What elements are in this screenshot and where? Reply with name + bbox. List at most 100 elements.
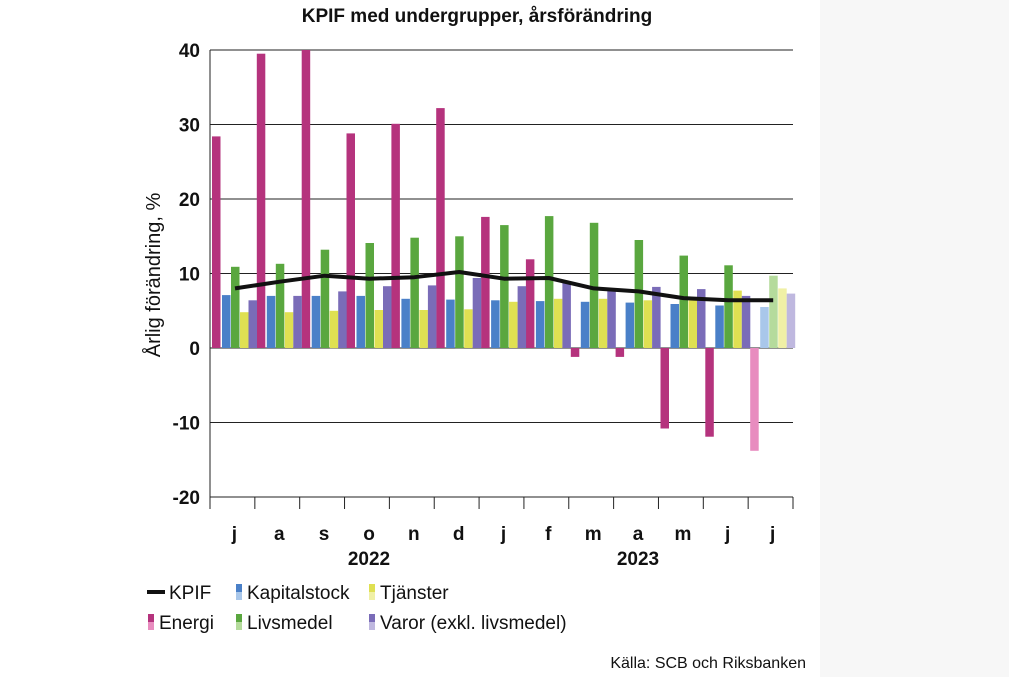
kpif-line-group — [234, 270, 774, 303]
bar-kapitalstock — [625, 302, 635, 348]
legend-label-kapitalstock: Kapitalstock — [247, 583, 350, 604]
y-tick-label: 0 — [189, 339, 200, 360]
x-tick-label: d — [453, 524, 465, 545]
bar-varor-exkl-livsmedel — [338, 291, 347, 348]
bar-livsmedel — [724, 265, 733, 348]
legend-swatch-varor-exkl-livsmedel — [369, 614, 375, 622]
legend-label-kpif: KPIF — [169, 583, 211, 604]
x-tick-label: j — [231, 524, 237, 545]
y-tick-label: 20 — [179, 190, 200, 211]
chart-title: KPIF med undergrupper, årsförändring — [302, 6, 653, 27]
bar-livsmedel — [500, 225, 509, 348]
bar-varor-exkl-livsmedel — [607, 289, 616, 348]
y-tick-label: -20 — [173, 488, 200, 509]
bar-kapitalstock — [446, 299, 455, 348]
legend-swatch-light-varor-exkl-livsmedel — [369, 622, 375, 630]
bar-tjänster — [688, 300, 697, 348]
legend-label-livsmedel: Livsmedel — [247, 613, 333, 634]
legend-swatch-light-energi — [148, 622, 154, 630]
bar-energi — [256, 53, 266, 348]
x-tick-label: n — [408, 524, 420, 545]
bar-livsmedel — [231, 266, 240, 348]
y-tick-label: -10 — [173, 414, 200, 435]
bar-livsmedel — [275, 263, 285, 348]
bar-energi — [705, 348, 714, 437]
x-tick-label: o — [363, 524, 375, 545]
bar-tjänster — [643, 300, 653, 348]
x-tick-label: m — [674, 524, 691, 545]
bar-tjänster — [464, 309, 473, 348]
bar-energi — [750, 348, 759, 451]
bar-kapitalstock — [535, 301, 545, 348]
x-tick-label: s — [319, 524, 330, 545]
bar-varor-exkl-livsmedel — [741, 295, 751, 348]
bar-livsmedel — [634, 240, 644, 348]
bar-tjänster — [778, 288, 787, 348]
legend-swatch-energi — [148, 614, 154, 622]
bar-varor-exkl-livsmedel — [293, 295, 302, 348]
bar-tjänster — [374, 310, 383, 348]
bar-energi — [525, 259, 535, 348]
x-tick-labels: j a s o n d j f m a m j j 2022 2023 — [231, 524, 775, 570]
bar-energi — [615, 348, 625, 357]
bar-kapitalstock — [311, 295, 321, 348]
bar-livsmedel — [365, 243, 374, 348]
bar-energi — [391, 123, 400, 348]
source-text: Källa: SCB och Riksbanken — [610, 655, 806, 672]
bar-kapitalstock — [356, 295, 365, 348]
bar-varor-exkl-livsmedel — [383, 286, 392, 348]
bar-energi — [481, 216, 490, 348]
y-axis-label: Årlig förändring, % — [142, 193, 165, 358]
bar-energi — [660, 348, 669, 429]
bar-livsmedel — [410, 237, 419, 348]
bar-varor-exkl-livsmedel — [786, 293, 796, 348]
bar-tjänster — [284, 312, 294, 348]
bar-energi — [212, 136, 221, 348]
bar-kapitalstock — [491, 300, 500, 348]
y-tick-label: 40 — [179, 41, 200, 62]
legend-label-varor-exkl-livsmedel: Varor (exkl. livsmedel) — [380, 613, 567, 634]
bar-energi — [301, 50, 311, 348]
bar-livsmedel — [455, 236, 464, 349]
kpif-line — [234, 270, 774, 303]
legend-swatch-light-tjänster — [369, 592, 375, 600]
bar-energi — [436, 108, 445, 348]
bar-tjänster — [553, 298, 563, 348]
bar-livsmedel — [320, 249, 330, 348]
x-tick-label: f — [545, 524, 552, 545]
bar-kapitalstock — [760, 307, 769, 348]
bar-tjänster — [509, 301, 518, 348]
x-tick-label: j — [769, 524, 775, 545]
bar-varor-exkl-livsmedel — [472, 278, 482, 348]
y-tick-label: 30 — [179, 116, 200, 137]
year-label: 2023 — [617, 549, 659, 570]
x-tick-label: a — [274, 524, 285, 545]
bar-energi — [346, 133, 355, 348]
legend-swatch-livsmedel — [236, 614, 242, 622]
bar-livsmedel — [679, 255, 688, 348]
bar-livsmedel — [544, 216, 554, 348]
legend-swatch-tjänster — [369, 584, 375, 592]
bar-varor-exkl-livsmedel — [562, 282, 571, 348]
legend-label-energi: Energi — [159, 613, 214, 634]
bar-tjänster — [598, 298, 608, 348]
bar-livsmedel — [769, 275, 778, 348]
bar-tjänster — [419, 310, 428, 348]
bars — [212, 50, 796, 451]
y-tick-labels: -20 -10 0 10 20 30 40 — [173, 41, 200, 509]
bar-varor-exkl-livsmedel — [248, 300, 257, 348]
background-strip — [820, 0, 1009, 677]
legend: KPIF Kapitalstock Tjänster Energi Livsmedel V… — [147, 583, 567, 634]
legend-swatch-light-livsmedel — [236, 622, 242, 630]
bar-varor-exkl-livsmedel — [517, 286, 527, 348]
bar-kapitalstock — [715, 305, 724, 348]
x-tick-label: j — [500, 524, 506, 545]
y-tick-label: 10 — [179, 265, 200, 286]
legend-swatch-light-kapitalstock — [236, 592, 242, 600]
bar-kapitalstock — [670, 304, 679, 348]
bar-kapitalstock — [266, 295, 276, 348]
x-tick-label: m — [585, 524, 602, 545]
axes — [209, 50, 794, 509]
